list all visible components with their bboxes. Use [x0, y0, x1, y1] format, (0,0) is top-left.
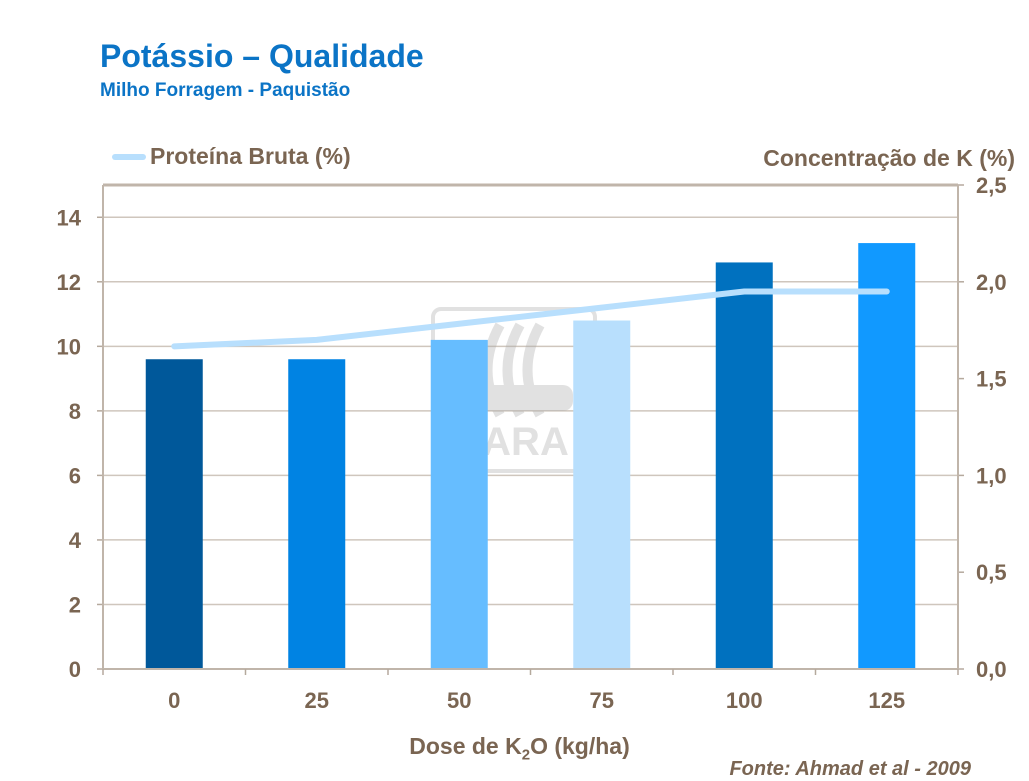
x-tick-label: 125 [868, 688, 905, 713]
page-subtitle: Milho Forragem - Paquistão [100, 80, 351, 101]
legend-label: Proteína Bruta (%) [150, 143, 351, 169]
bar-0 [145, 359, 203, 669]
left-tick-label: 12 [57, 270, 81, 295]
x-tick-label: 25 [305, 688, 329, 713]
left-tick-label: 0 [69, 657, 81, 682]
left-tick-label: 14 [57, 205, 82, 230]
bar-75 [573, 320, 631, 669]
x-tick-label: 50 [447, 688, 471, 713]
right-axis-label: Concentração de K (%) [763, 145, 1015, 171]
page-title: Potássio – Qualidade [100, 38, 424, 74]
left-tick-label: 4 [69, 528, 82, 553]
source-note: Fonte: Ahmad et al - 2009 [729, 758, 971, 780]
right-tick-label: 0,0 [976, 657, 1007, 682]
legend-line-swatch [112, 153, 146, 160]
protein-line [171, 288, 890, 350]
right-tick-label: 2,5 [976, 173, 1007, 198]
left-tick-label: 8 [69, 399, 81, 424]
bar-100 [715, 262, 773, 669]
x-tick-label: 75 [590, 688, 614, 713]
bar-50 [430, 339, 488, 669]
right-tick-label: 0,5 [976, 560, 1007, 585]
left-tick-label: 2 [69, 592, 81, 617]
left-tick-label: 10 [57, 334, 81, 359]
x-tick-label: 100 [726, 688, 763, 713]
bar-25 [288, 359, 346, 669]
legend: Proteína Bruta (%) [112, 143, 351, 170]
right-tick-label: 1,5 [976, 367, 1007, 392]
x-tick-label: 0 [168, 688, 180, 713]
right-tick-label: 2,0 [976, 270, 1007, 295]
bar-125 [858, 243, 916, 669]
left-tick-label: 6 [69, 463, 81, 488]
right-tick-label: 1,0 [976, 463, 1007, 488]
x-axis-label: Dose de K2O (kg/ha) [409, 733, 630, 764]
